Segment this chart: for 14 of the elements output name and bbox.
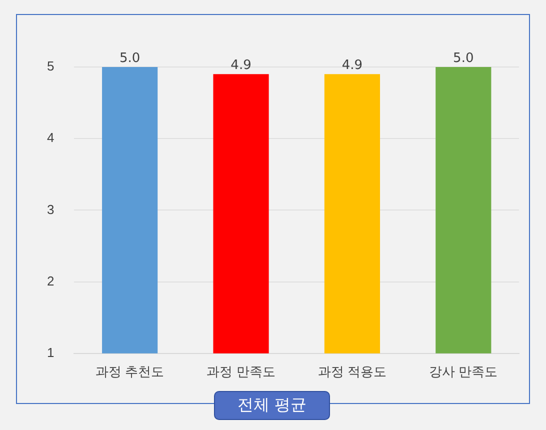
y-tick-label: 2 — [46, 273, 54, 288]
x-tick-label: 과정 추천도 — [96, 364, 164, 379]
x-tick-label: 강사 만족도 — [429, 364, 498, 379]
text: 전체 평균 — [214, 391, 330, 420]
data-label: 4.9 — [230, 58, 252, 74]
data-label: 5.0 — [453, 50, 474, 66]
y-tick-label: 4 — [46, 130, 54, 146]
data-label: 4.9 — [342, 58, 363, 74]
x-tick-label: 과정 만족도 — [206, 364, 276, 379]
y-tick-label: 1 — [46, 344, 54, 360]
y-tick-label: 3 — [46, 202, 54, 217]
y-tick-label: 5 — [46, 58, 54, 74]
data-label: 5.0 — [119, 50, 140, 66]
x-tick-label: 과정 적용도 — [318, 364, 387, 379]
